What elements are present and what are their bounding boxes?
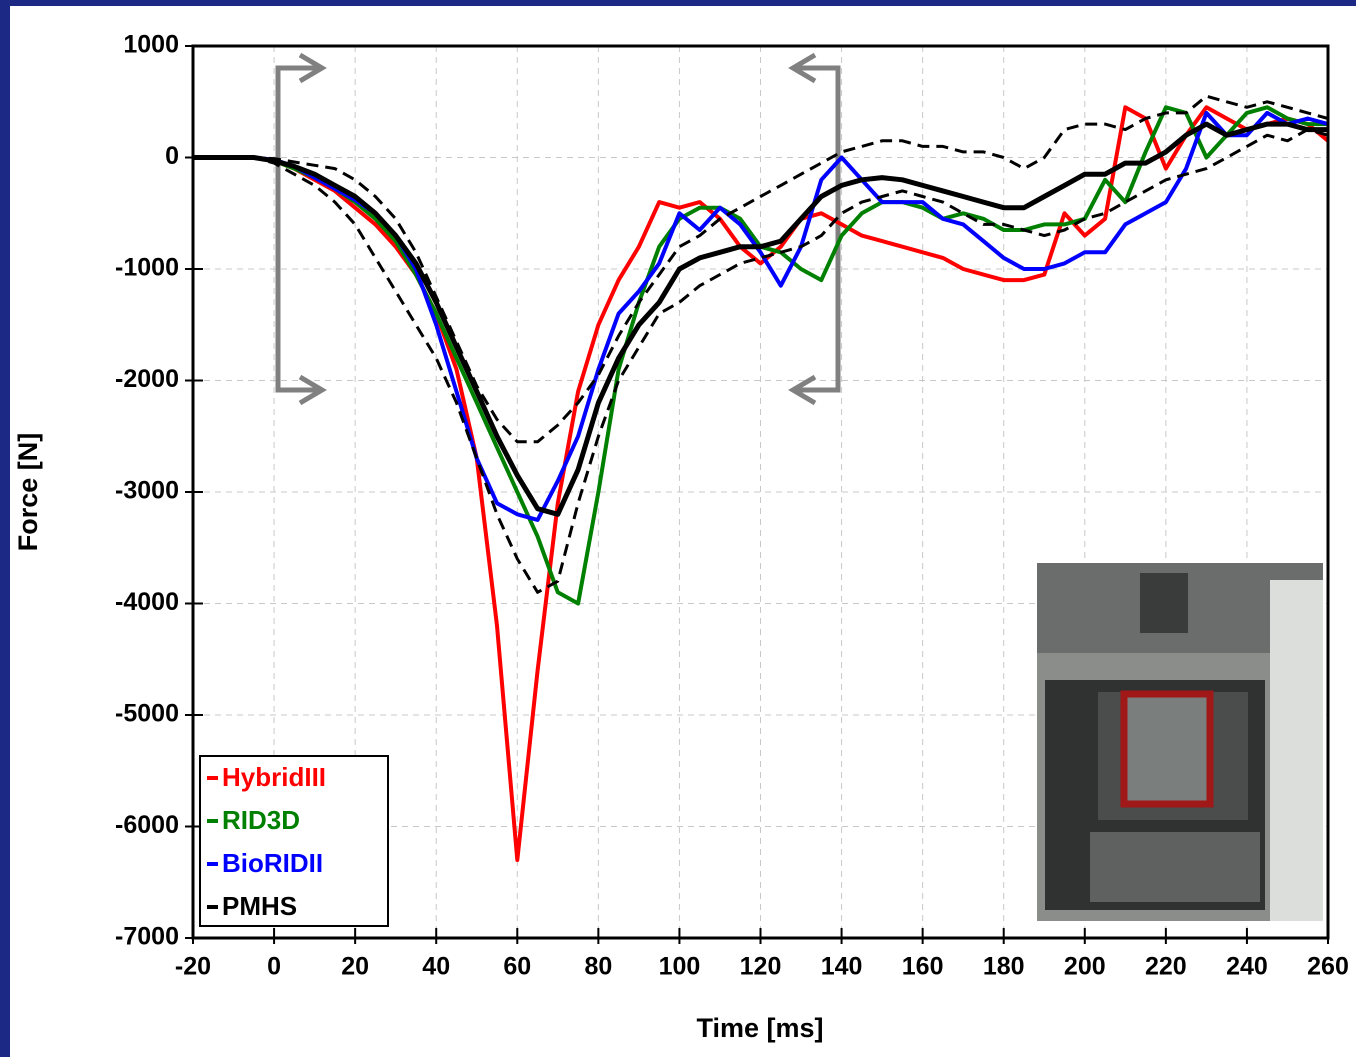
x-tick-label: 20 (341, 953, 369, 981)
y-tick-label: -3000 (115, 477, 179, 505)
photo-highlight (1120, 690, 1214, 808)
series-line (193, 105, 1330, 862)
legend-box (199, 755, 389, 927)
bracket (275, 52, 327, 406)
legend-label: PMHS (222, 891, 297, 921)
y-tick-label: -5000 (115, 700, 179, 728)
x-tick-label: 0 (267, 953, 281, 981)
x-tick-label: 120 (740, 953, 782, 981)
x-tick-label: 80 (584, 953, 612, 981)
annotation-brackets (275, 52, 841, 406)
legend-label: BioRIDII (222, 848, 323, 878)
x-tick-label: 40 (422, 953, 450, 981)
y-tick-label: -7000 (115, 923, 179, 951)
x-tick-label: 220 (1145, 953, 1187, 981)
photo-plates (1090, 832, 1260, 902)
y-tick-label: 1000 (123, 31, 179, 59)
y-tick-label: -2000 (115, 365, 179, 393)
y-axis-label: Force [N] (13, 433, 43, 552)
y-tick-label: 0 (165, 142, 179, 170)
legend-label: HybridIII (222, 762, 326, 792)
x-tick-label: 100 (659, 953, 701, 981)
series-line (193, 121, 1328, 517)
corridor-line (193, 94, 1329, 444)
x-tick-label: -20 (175, 953, 211, 981)
x-tick-label: 240 (1226, 953, 1268, 981)
x-tick-label: 180 (983, 953, 1025, 981)
corridor-line (193, 128, 1329, 594)
legend-label: RID3D (222, 805, 300, 835)
y-tick-label: -1000 (115, 254, 179, 282)
legend: HybridIII RID3D BioRIDII PMHS (199, 755, 389, 927)
series-lines (193, 94, 1330, 862)
x-axis-label: Time [ms] (696, 1013, 823, 1043)
photo-inset (1037, 563, 1323, 921)
y-tick-label: -4000 (115, 588, 179, 616)
bracket (788, 52, 841, 406)
x-tick-label: 140 (821, 953, 863, 981)
x-tick-label: 260 (1307, 953, 1349, 981)
axes: -20 0 20 40 60 80 100 120 140 160 180 200 220 240 260 1… (115, 31, 1349, 981)
photo-wall (1270, 580, 1323, 921)
y-tick-label: -6000 (115, 811, 179, 839)
x-tick-label: 200 (1064, 953, 1106, 981)
x-tick-label: 160 (902, 953, 944, 981)
x-tick-label: 60 (503, 953, 531, 981)
photo-part (1140, 573, 1188, 633)
plot-frame (191, 44, 1330, 940)
